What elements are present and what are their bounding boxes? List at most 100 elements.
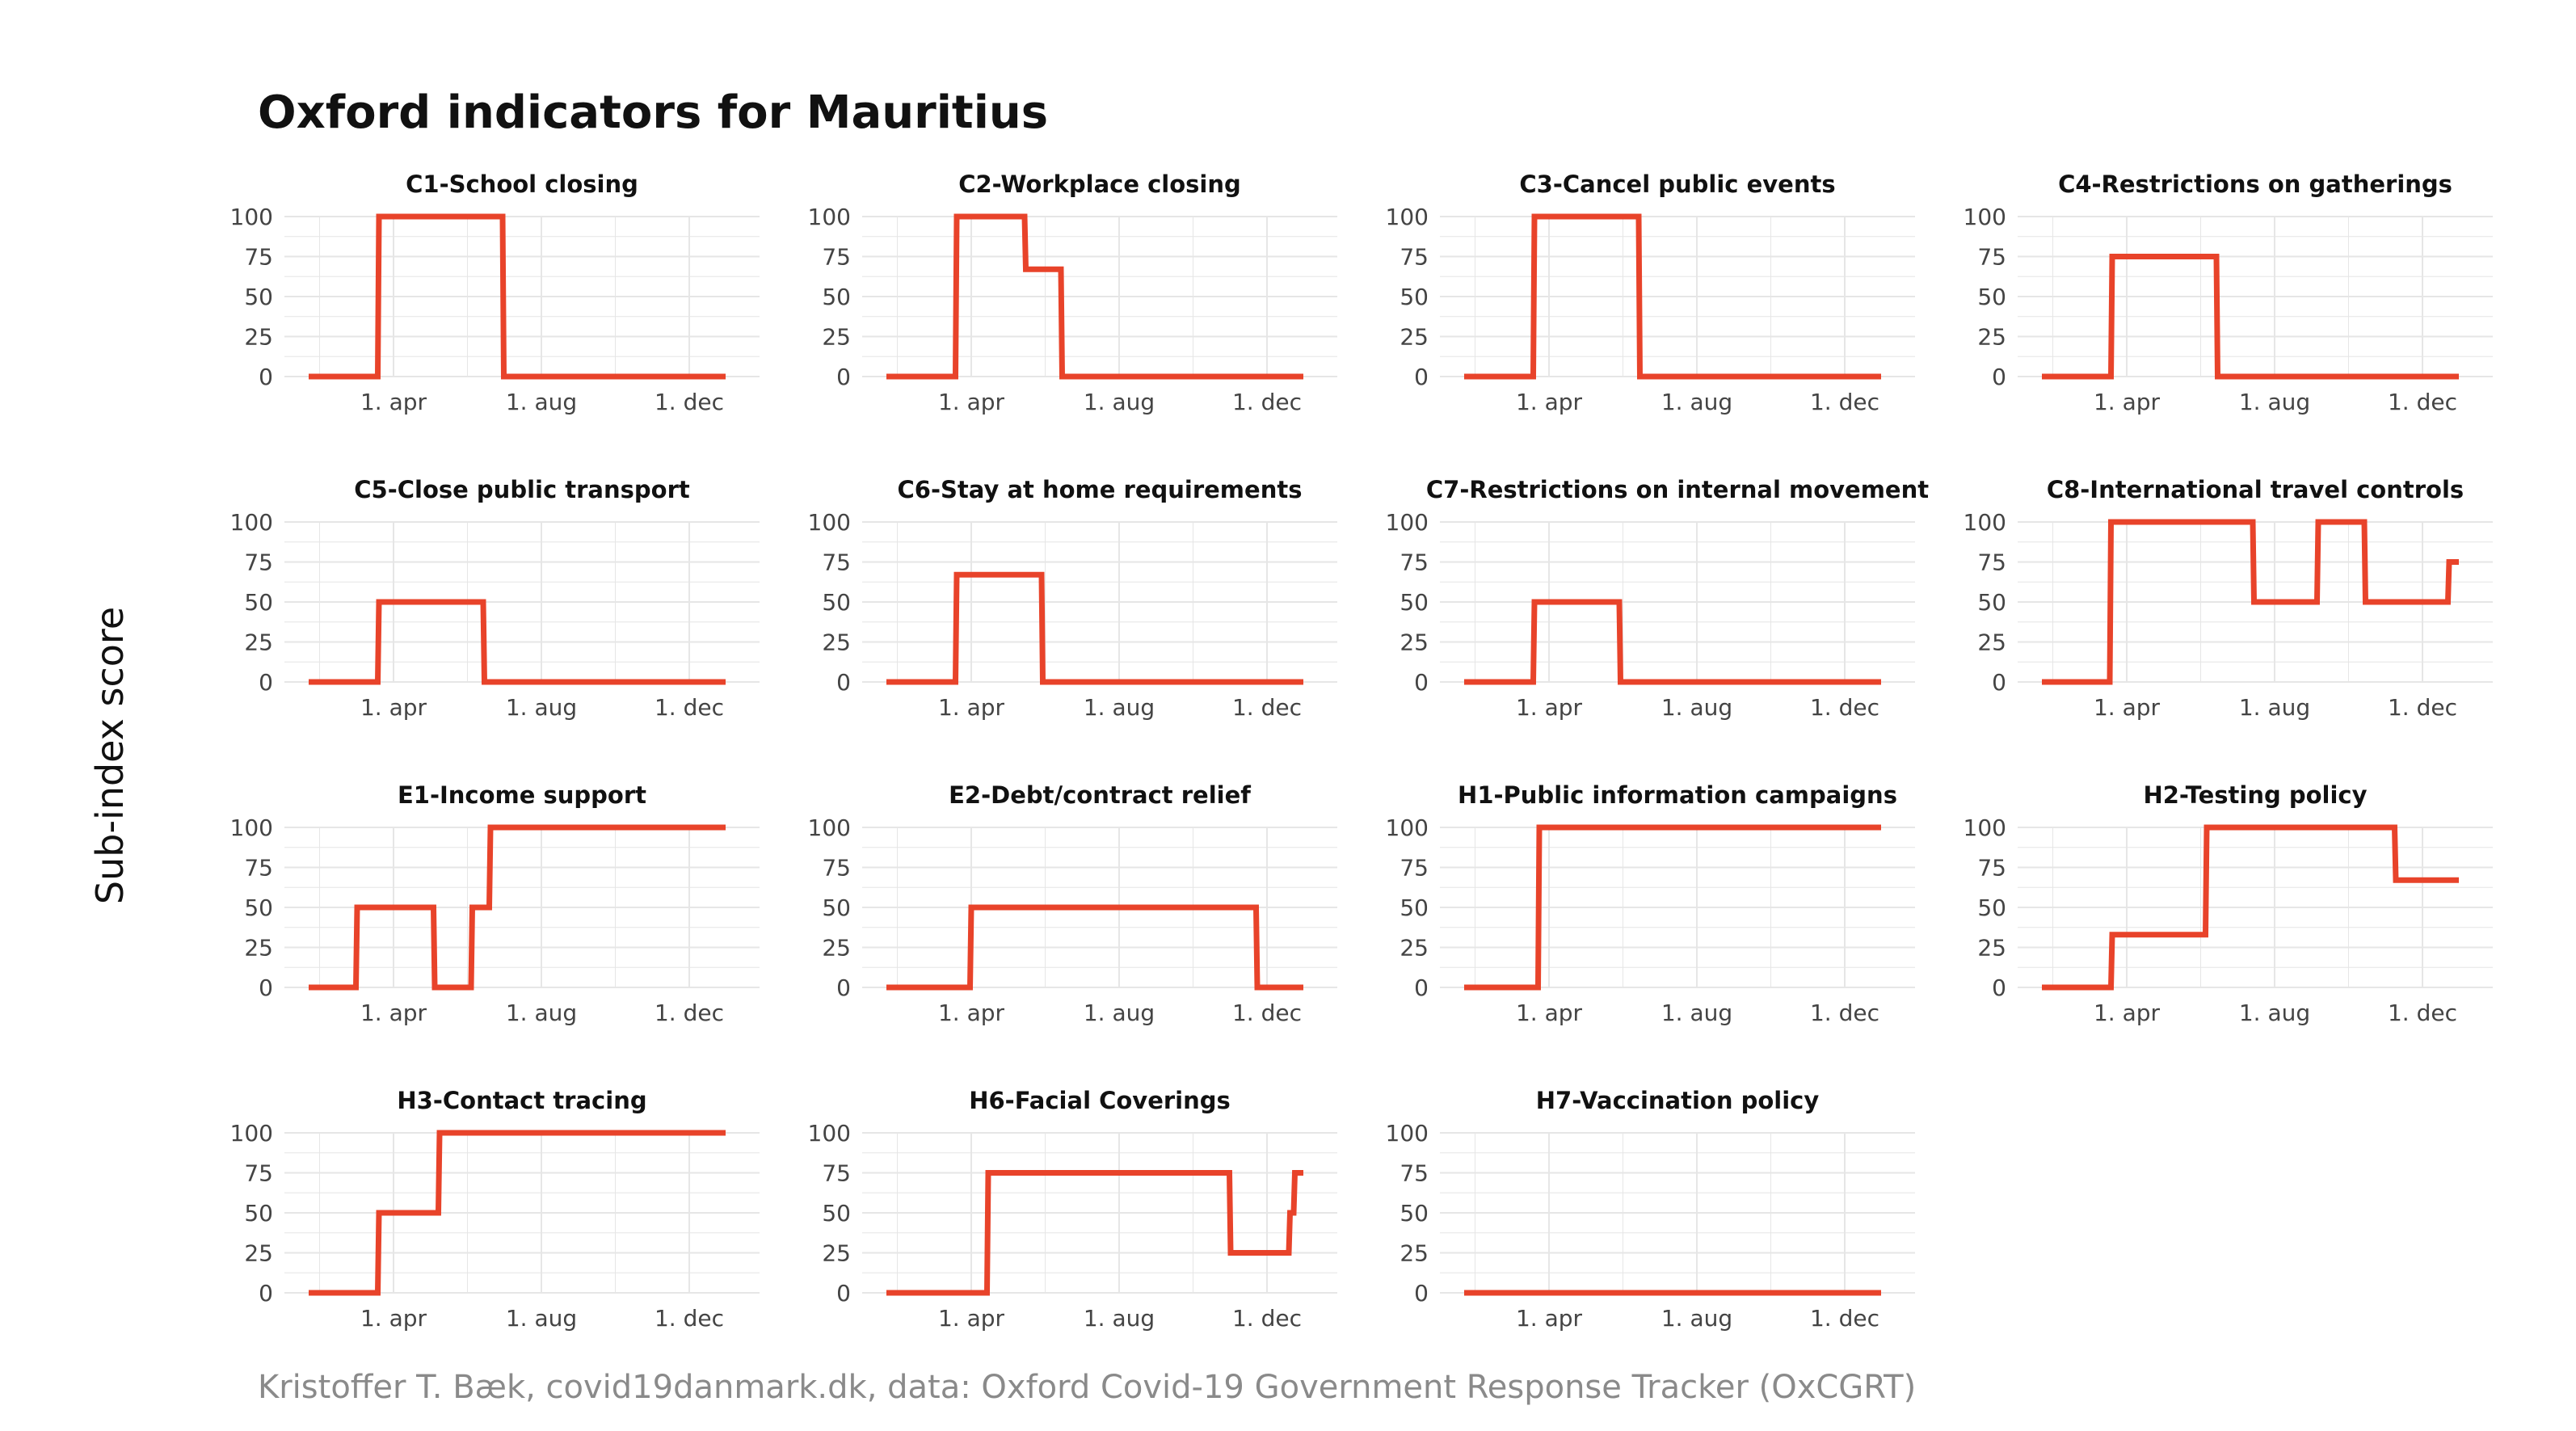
x-tick-label: 1. dec xyxy=(1232,694,1302,721)
x-tick-label: 1. dec xyxy=(1232,389,1302,415)
y-tick-label: 0 xyxy=(1414,364,1429,390)
x-tick-label: 1. apr xyxy=(938,1305,1005,1332)
panel-4: C4-Restrictions on gatherings 0 25 50 75 100 1… xyxy=(1964,170,2493,415)
x-tick-label: 1. dec xyxy=(2388,694,2457,721)
series-line xyxy=(1464,213,1881,380)
panel-5: C5-Close public transport 0 25 50 75 100 1. ap… xyxy=(230,476,760,721)
y-tick-label: 75 xyxy=(1977,855,2006,882)
x-tick-label: 1. apr xyxy=(360,389,427,415)
y-tick-label: 75 xyxy=(1400,1160,1429,1187)
x-tick-label: 1. apr xyxy=(2094,1000,2161,1026)
y-tick-label: 100 xyxy=(808,204,851,230)
y-tick-label: 25 xyxy=(822,1240,851,1267)
x-tick-label: 1. dec xyxy=(2388,1000,2457,1026)
y-tick-label: 25 xyxy=(822,324,851,351)
x-tick-label: 1. apr xyxy=(360,1305,427,1332)
y-tick-label: 100 xyxy=(230,1120,273,1147)
y-tick-label: 50 xyxy=(822,589,851,616)
x-tick-label: 1. aug xyxy=(506,1305,577,1332)
panel-title: C1-School closing xyxy=(406,170,638,198)
y-tick-label: 25 xyxy=(1977,629,2006,656)
y-tick-label: 50 xyxy=(822,284,851,310)
x-tick-label: 1. dec xyxy=(1810,1000,1879,1026)
y-tick-label: 50 xyxy=(1400,284,1429,310)
series-line xyxy=(886,213,1303,380)
x-tick-label: 1. aug xyxy=(2239,694,2310,721)
x-tick-label: 1. aug xyxy=(1661,694,1732,721)
y-tick-label: 75 xyxy=(1400,549,1429,576)
series-line xyxy=(886,904,1303,991)
x-tick-label: 1. apr xyxy=(360,1000,427,1026)
panel-title: H7-Vaccination policy xyxy=(1536,1087,1820,1114)
panel-title: E1-Income support xyxy=(398,781,646,809)
y-tick-label: 50 xyxy=(1977,894,2006,921)
series-line xyxy=(1464,824,1881,991)
panel-1: C1-School closing 0 25 50 75 100 1. apr 1. aug 1… xyxy=(230,170,760,415)
y-tick-label: 0 xyxy=(1414,974,1429,1001)
y-tick-label: 0 xyxy=(259,974,273,1001)
panel-title: H6-Facial Coverings xyxy=(969,1087,1231,1114)
y-tick-label: 100 xyxy=(1386,509,1429,536)
y-tick-label: 75 xyxy=(244,1160,273,1187)
y-tick-label: 100 xyxy=(1386,204,1429,230)
y-tick-label: 0 xyxy=(836,974,851,1001)
y-tick-label: 75 xyxy=(1977,244,2006,271)
y-tick-label: 75 xyxy=(822,244,851,271)
x-tick-label: 1. dec xyxy=(1232,1305,1302,1332)
y-tick-label: 25 xyxy=(244,324,273,351)
y-axis-label: Sub-index score xyxy=(88,607,132,904)
y-tick-label: 0 xyxy=(1414,1280,1429,1307)
y-tick-label: 100 xyxy=(230,814,273,841)
x-tick-label: 1. aug xyxy=(506,389,577,415)
y-tick-label: 25 xyxy=(244,935,273,962)
panel-title: C5-Close public transport xyxy=(354,476,690,503)
y-tick-label: 75 xyxy=(1400,855,1429,882)
y-tick-label: 0 xyxy=(259,669,273,696)
y-tick-label: 50 xyxy=(822,1200,851,1227)
panel-9: E1-Income support 0 25 50 75 100 1. apr 1. aug 1… xyxy=(230,781,760,1026)
x-tick-label: 1. aug xyxy=(1661,389,1732,415)
y-tick-label: 0 xyxy=(259,1280,273,1307)
y-tick-label: 50 xyxy=(244,284,273,310)
x-tick-label: 1. apr xyxy=(1516,1000,1583,1026)
y-tick-label: 25 xyxy=(1977,935,2006,962)
panel-15: H7-Vaccination policy 0 25 50 75 100 1. apr 1. … xyxy=(1386,1087,1915,1332)
y-tick-label: 100 xyxy=(1386,814,1429,841)
series-line xyxy=(309,599,726,685)
panel-14: H6-Facial Coverings 0 25 50 75 100 1. apr 1. au… xyxy=(808,1087,1337,1332)
series-line xyxy=(309,213,726,380)
series-line xyxy=(309,824,726,991)
x-tick-label: 1. aug xyxy=(1661,1000,1732,1026)
y-tick-label: 0 xyxy=(1992,974,2006,1001)
series-line xyxy=(1464,599,1881,685)
series-line xyxy=(2042,519,2459,685)
y-tick-label: 100 xyxy=(1964,509,2006,536)
x-tick-label: 1. aug xyxy=(1084,694,1155,721)
panel-3: C3-Cancel public events 0 25 50 75 100 1. apr 1… xyxy=(1386,170,1915,415)
panel-2: C2-Workplace closing 0 25 50 75 100 1. apr 1. a… xyxy=(808,170,1337,415)
small-multiples-grid: C1-School closing 0 25 50 75 100 1. apr 1. aug 1… xyxy=(230,170,2493,1332)
series-line xyxy=(2042,254,2459,380)
chart-caption: Kristoffer T. Bæk, covid19danmark.dk, da… xyxy=(258,1369,1916,1406)
y-tick-label: 100 xyxy=(230,509,273,536)
y-tick-label: 75 xyxy=(1977,549,2006,576)
series-line xyxy=(2042,824,2459,991)
x-tick-label: 1. aug xyxy=(2239,389,2310,415)
panel-title: C3-Cancel public events xyxy=(1519,170,1835,198)
x-tick-label: 1. dec xyxy=(655,389,724,415)
panel-6: C6-Stay at home requirements 0 25 50 75 100 1.… xyxy=(808,476,1337,721)
y-tick-label: 75 xyxy=(822,549,851,576)
y-tick-label: 75 xyxy=(244,244,273,271)
y-tick-label: 75 xyxy=(244,549,273,576)
x-tick-label: 1. apr xyxy=(2094,389,2161,415)
y-tick-label: 25 xyxy=(1400,324,1429,351)
x-tick-label: 1. aug xyxy=(1661,1305,1732,1332)
y-tick-label: 50 xyxy=(1400,894,1429,921)
y-tick-label: 75 xyxy=(244,855,273,882)
x-tick-label: 1. aug xyxy=(506,694,577,721)
x-tick-label: 1. dec xyxy=(1810,1305,1879,1332)
y-tick-label: 100 xyxy=(1386,1120,1429,1147)
y-tick-label: 50 xyxy=(1400,589,1429,616)
y-tick-label: 100 xyxy=(808,1120,851,1147)
